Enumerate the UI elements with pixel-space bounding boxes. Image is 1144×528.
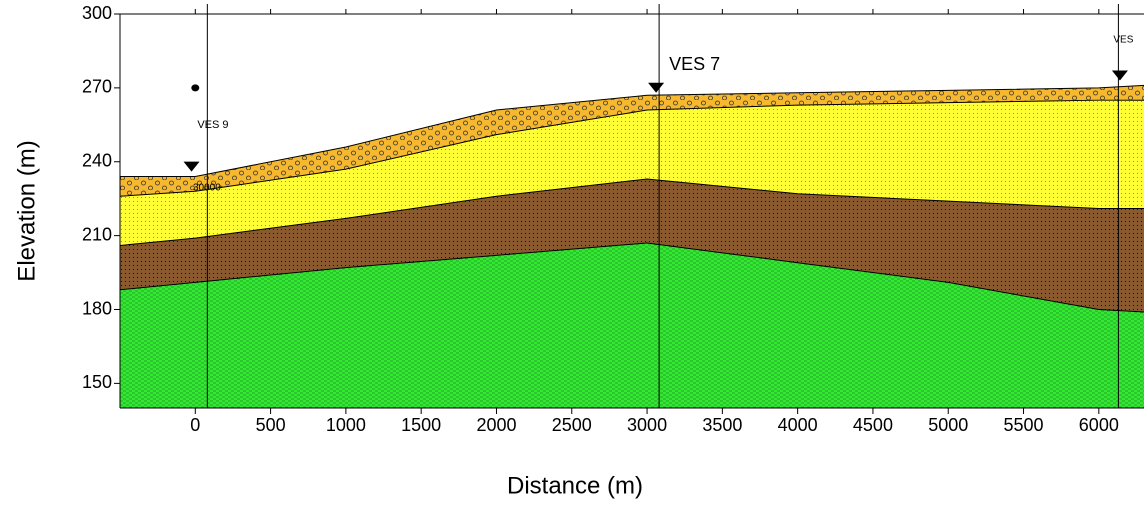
layer-boundary (119, 99, 1144, 197)
layer-area (120, 85, 1144, 197)
y-tick-label: 240 (82, 151, 112, 171)
layer-area (120, 100, 1144, 246)
x-tick-label: 1500 (401, 415, 441, 435)
x-tick-label: 4000 (778, 415, 818, 435)
layer-boundary (119, 178, 1144, 246)
y-tick-label: 210 (82, 224, 112, 244)
x-tick-label: 0 (190, 415, 200, 435)
y-tick-label: 180 (82, 298, 112, 318)
y-tick-label: 300 (82, 3, 112, 23)
x-tick-label: 5000 (928, 415, 968, 435)
layer-boundary (120, 84, 1144, 178)
x-tick-label: 3500 (702, 415, 742, 435)
well-marker (648, 82, 665, 93)
layer-boundary (119, 242, 1144, 313)
well-label: VES 7 (669, 54, 720, 74)
layer-area (120, 243, 1144, 408)
y-tick-label: 150 (82, 372, 112, 392)
layer-area (120, 178, 1144, 312)
x-tick-label: 500 (256, 415, 286, 435)
point-marker (191, 84, 200, 92)
x-tick-label: 5500 (1004, 415, 1044, 435)
x-tick-label: 2000 (476, 415, 516, 435)
x-axis-title: Distance (m) (507, 472, 643, 499)
annotation: 30000 (193, 183, 221, 194)
x-tick-label: 2500 (552, 415, 592, 435)
y-axis-title: Elevation (m) (13, 140, 40, 281)
well-marker (1111, 70, 1128, 81)
y-tick-label: 270 (82, 77, 112, 97)
x-tick-label: 1000 (326, 415, 366, 435)
x-tick-label: 6000 (1079, 415, 1119, 435)
x-tick-label: 4500 (853, 415, 893, 435)
well-label: VES 9 (197, 119, 228, 131)
well-label: VES (1113, 35, 1133, 46)
x-tick-label: 3000 (627, 415, 667, 435)
well-marker (183, 161, 200, 172)
